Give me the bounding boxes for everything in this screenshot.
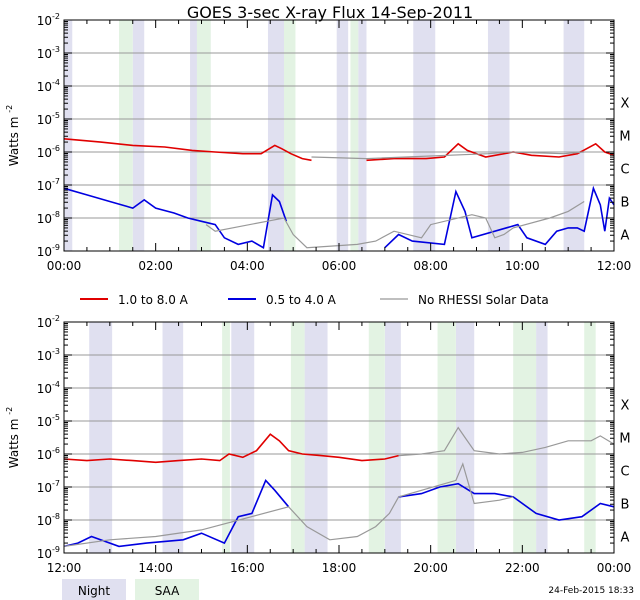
x-tick-label: 10:00 [505, 259, 540, 273]
y-tick-label: 10-4 [37, 78, 60, 94]
y-tick-label: 10-3 [37, 347, 60, 363]
series-line [63, 187, 288, 249]
saa-band [368, 322, 385, 553]
y-tick-label: 10-3 [37, 45, 60, 61]
x-tick-label: 06:00 [322, 259, 357, 273]
saa-band [350, 20, 359, 251]
y-tick-label: 10-8 [37, 210, 60, 226]
y-tick-label: 10-8 [37, 512, 60, 528]
night-band [487, 20, 510, 251]
x-tick-label: 00:00 [597, 561, 632, 575]
x-tick-label: 00:00 [47, 259, 82, 273]
bands-legend: Night SAA [62, 579, 199, 600]
band-swatch [62, 579, 126, 600]
y-tick-label: 10-5 [37, 111, 60, 127]
saa-band [284, 20, 296, 251]
night-band [231, 322, 255, 553]
series-line [398, 482, 615, 521]
x-tick-label: 04:00 [230, 259, 265, 273]
x-tick-label: 18:00 [322, 561, 357, 575]
night-band [267, 20, 284, 251]
night-band [358, 20, 367, 251]
night-band [336, 20, 349, 251]
series-line [366, 142, 615, 162]
x-tick-label: 22:00 [505, 561, 540, 575]
legend-label: 0.5 to 4.0 A [266, 293, 337, 307]
y-axis-label: Watts m -2 [5, 407, 21, 468]
saa-band [437, 322, 456, 553]
flare-class-label: C [620, 163, 629, 178]
legend-label: No RHESSI Solar Data [418, 293, 549, 307]
legend-label: 1.0 to 8.0 A [118, 293, 189, 307]
x-tick-label: 08:00 [413, 259, 448, 273]
series-line [398, 426, 615, 457]
x-tick-label: 02:00 [138, 259, 173, 273]
series-line [63, 138, 312, 162]
series-line [63, 478, 290, 548]
x-tick-label: 14:00 [138, 561, 173, 575]
y-tick-label: 10-9 [37, 545, 60, 561]
night-band [536, 322, 548, 553]
night-band [413, 20, 436, 251]
chart-title: GOES 3-sec X-ray Flux 14-Sep-2011 [187, 3, 473, 22]
y-tick-label: 10-6 [37, 144, 60, 160]
series-legend: 1.0 to 8.0 A 0.5 to 4.0 A No RHESSI Solar … [80, 293, 549, 307]
night-band [89, 322, 113, 553]
saa-band [196, 20, 211, 251]
footer-timestamp: 24-Feb-2015 18:33 [548, 586, 634, 596]
night-band [162, 322, 184, 553]
night-band [132, 20, 145, 251]
saa-band [584, 322, 596, 553]
flare-class-label: C [620, 465, 629, 480]
night-band [304, 322, 328, 553]
y-tick-label: 10-5 [37, 413, 60, 429]
flare-class-label: A [621, 229, 630, 244]
series-line [63, 433, 399, 464]
y-tick-label: 10-4 [37, 380, 60, 396]
flare-class-label: B [621, 196, 630, 211]
y-axis-label: Watts m -2 [5, 105, 21, 166]
band-label: Night [78, 584, 111, 598]
night-band [384, 322, 401, 553]
flare-class-label: M [619, 130, 630, 145]
flare-class-label: B [621, 498, 630, 513]
chart-panel-top: 10-2 10-3 10-4 10-5 10-6 10-7 10-8 10-900:00 02:… [5, 12, 631, 273]
band-label: SAA [155, 584, 180, 598]
saa-band [119, 20, 133, 251]
flare-class-label: X [621, 399, 630, 414]
night-band [563, 20, 585, 251]
flare-class-label: A [621, 531, 630, 546]
y-tick-label: 10-6 [37, 446, 60, 462]
x-tick-label: 16:00 [230, 561, 265, 575]
series-line [311, 151, 585, 160]
night-band [64, 20, 73, 251]
x-tick-label: 12:00 [47, 561, 82, 575]
x-tick-label: 20:00 [413, 561, 448, 575]
saa-band [222, 322, 230, 553]
chart-panel-bottom: 10-2 10-3 10-4 10-5 10-6 10-7 10-8 10-912:00 14:… [5, 314, 631, 575]
series-line [384, 185, 615, 249]
series-line [205, 200, 585, 249]
y-tick-label: 10-2 [37, 12, 60, 28]
band-swatch [135, 579, 199, 600]
series-line [63, 462, 514, 547]
y-tick-label: 10-9 [37, 243, 60, 259]
y-tick-label: 10-7 [37, 479, 60, 495]
saa-band [513, 322, 537, 553]
y-tick-label: 10-7 [37, 177, 60, 193]
saa-band [290, 322, 305, 553]
y-tick-label: 10-2 [37, 314, 60, 330]
x-tick-label: 12:00 [597, 259, 632, 273]
flare-class-label: X [621, 97, 630, 112]
flare-class-label: M [619, 432, 630, 447]
